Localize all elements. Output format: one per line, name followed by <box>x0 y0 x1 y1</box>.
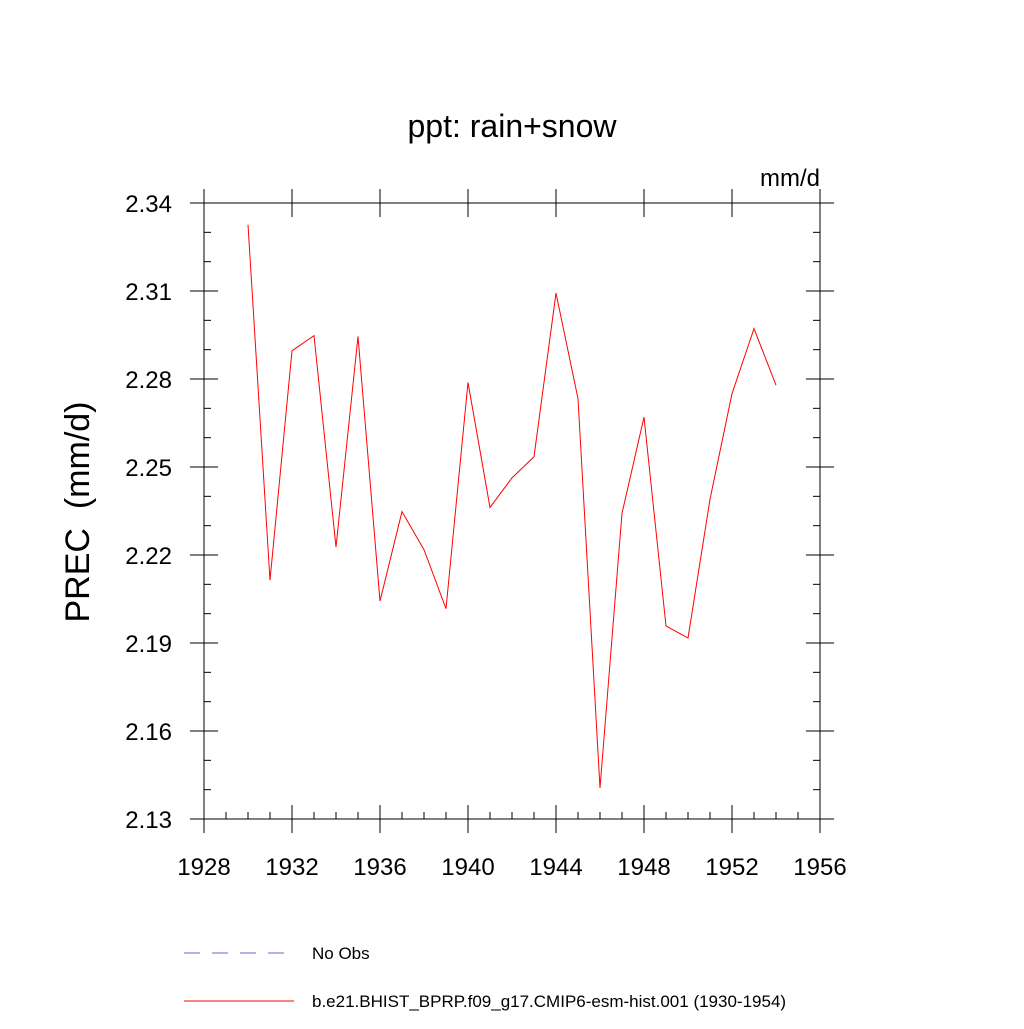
x-tick-label: 1928 <box>177 854 230 881</box>
y-tick-label: 2.13 <box>125 807 172 834</box>
y-tick-label: 2.31 <box>125 279 172 306</box>
x-tick-label: 1940 <box>441 854 494 881</box>
y-axis-label: PREC (mm/d) <box>59 402 97 623</box>
x-tick-label: 1932 <box>265 854 318 881</box>
y-tick-label: 2.22 <box>125 543 172 570</box>
series-group <box>247 224 777 788</box>
x-tick-label: 1948 <box>617 854 670 881</box>
y-tick-label: 2.34 <box>125 191 172 218</box>
chart-title: ppt: rain+snow <box>407 108 617 144</box>
x-tick-label: 1936 <box>353 854 406 881</box>
series-line <box>247 224 777 788</box>
units-label: mm/d <box>760 165 820 192</box>
x-tick-label: 1956 <box>793 854 846 881</box>
y-tick-label: 2.28 <box>125 367 172 394</box>
legend-label: b.e21.BHIST_BPRP.f09_g17.CMIP6-esm-hist.… <box>312 992 786 1011</box>
axes: 1928 1932 1936 1940 1944 1948 1952 1956 2.13 2.16… <box>125 189 847 881</box>
x-tick-label: 1944 <box>529 854 582 881</box>
y-tick-label: 2.19 <box>125 631 172 658</box>
plot-frame <box>203 202 821 820</box>
y-tick-label: 2.16 <box>125 719 172 746</box>
x-tick-label: 1952 <box>705 854 758 881</box>
legend-label: No Obs <box>312 944 370 963</box>
legend: No Obs b.e21.BHIST_BPRP.f09_g17.CMIP6-esm… <box>184 944 786 1011</box>
y-tick-label: 2.25 <box>125 455 172 482</box>
